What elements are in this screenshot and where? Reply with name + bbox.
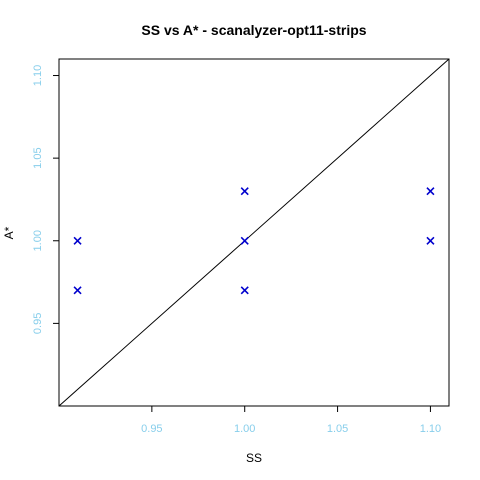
x-tick-label: 0.95 xyxy=(141,423,162,435)
y-tick-label: 1.05 xyxy=(32,147,44,168)
data-point xyxy=(241,287,248,294)
data-point xyxy=(241,188,248,195)
x-axis: 0.95 1.00 1.05 1.10 xyxy=(141,406,441,435)
reference-diagonal-line xyxy=(59,59,449,406)
x-tick-label: 1.05 xyxy=(327,423,348,435)
data-point xyxy=(427,237,434,244)
y-tick-label: 0.95 xyxy=(32,313,44,334)
x-tick-label: 1.10 xyxy=(420,423,441,435)
data-point xyxy=(427,188,434,195)
data-point xyxy=(74,287,81,294)
data-point xyxy=(74,237,81,244)
chart-title: SS vs A* - scanalyzer-opt11-strips xyxy=(141,22,366,38)
x-axis-label: SS xyxy=(246,451,262,465)
y-axis: 0.95 1.00 1.05 1.10 xyxy=(32,65,59,334)
y-tick-label: 1.00 xyxy=(32,230,44,251)
data-point xyxy=(241,237,248,244)
data-points xyxy=(74,188,434,294)
x-tick-label: 1.00 xyxy=(234,423,255,435)
y-axis-label: A* xyxy=(2,226,16,239)
y-tick-label: 1.10 xyxy=(32,65,44,86)
